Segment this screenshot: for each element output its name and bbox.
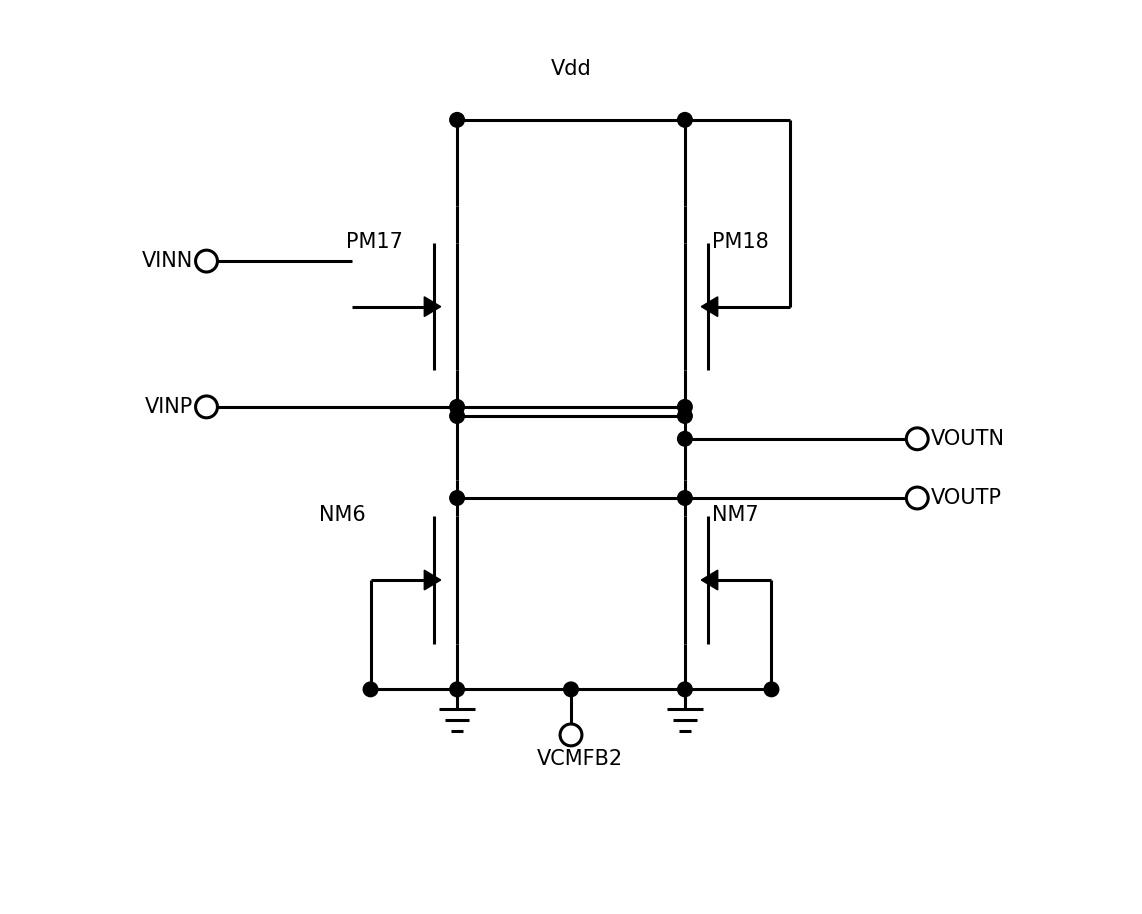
Polygon shape	[425, 297, 441, 316]
Circle shape	[677, 399, 692, 414]
Circle shape	[450, 409, 465, 423]
Circle shape	[677, 682, 692, 696]
Circle shape	[450, 112, 465, 127]
Text: Vdd: Vdd	[550, 58, 592, 79]
Text: VOUTP: VOUTP	[931, 488, 1002, 508]
Circle shape	[450, 491, 465, 505]
Circle shape	[450, 682, 465, 696]
Text: VCMFB2: VCMFB2	[537, 749, 624, 769]
Text: NM6: NM6	[320, 505, 365, 526]
Text: VOUTN: VOUTN	[931, 429, 1005, 449]
Polygon shape	[425, 570, 441, 590]
Text: PM17: PM17	[346, 232, 402, 252]
Circle shape	[677, 409, 692, 423]
Text: VINN: VINN	[142, 251, 193, 271]
Text: VINP: VINP	[145, 397, 193, 417]
Circle shape	[564, 682, 578, 696]
Circle shape	[764, 682, 779, 696]
Circle shape	[677, 112, 692, 127]
Circle shape	[677, 491, 692, 505]
Text: NM7: NM7	[713, 505, 759, 526]
Circle shape	[677, 431, 692, 446]
Polygon shape	[701, 570, 717, 590]
Circle shape	[363, 682, 378, 696]
Polygon shape	[701, 297, 717, 316]
Text: PM18: PM18	[713, 232, 769, 252]
Circle shape	[450, 399, 465, 414]
